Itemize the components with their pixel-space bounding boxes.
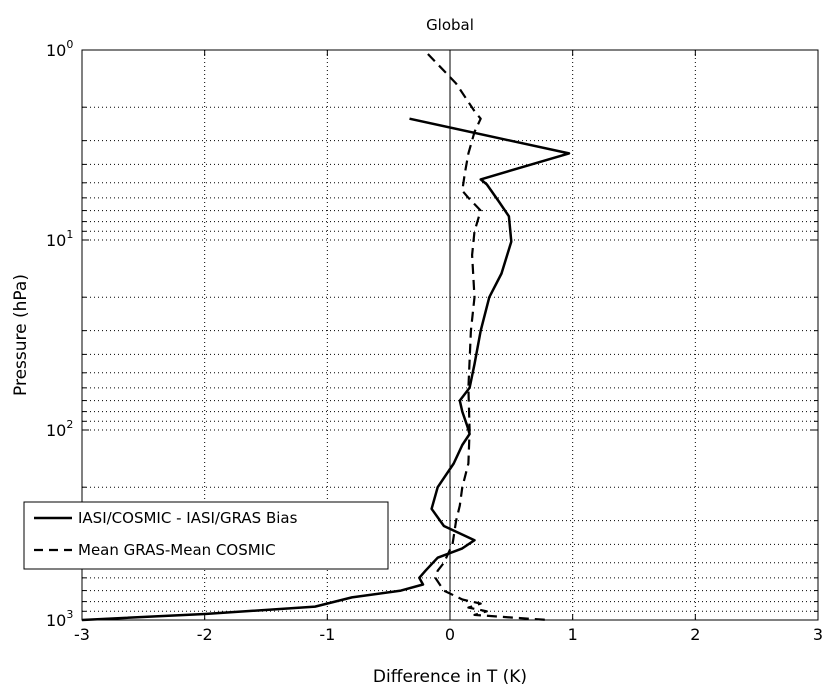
y-tick-label: 103 [46,608,73,630]
y-axis-label: Pressure (hPa) [11,274,31,396]
legend-label-mean-diff: Mean GRAS-Mean COSMIC [78,541,276,559]
x-tick-label: -3 [74,625,90,644]
x-tick-label: 3 [813,625,823,644]
y-tick-label: 101 [46,228,73,250]
x-axis-label: Difference in T (K) [373,667,527,687]
legend: IASI/COSMIC - IASI/GRAS Bias Mean GRAS-M… [23,501,389,570]
series-line-mean-diff [427,53,549,622]
x-tick-label: -2 [197,625,213,644]
x-tick-labels: -3 -2 -1 0 1 2 3 [74,625,823,644]
y-tick-labels: 100 101 102 103 [46,38,73,630]
legend-box [23,501,389,570]
x-tick-label: 0 [445,625,455,644]
x-tick-label: -1 [319,625,335,644]
y-tick-label: 102 [46,418,73,440]
y-tick-label: 100 [46,38,73,60]
x-tick-label: 1 [568,625,578,644]
series-layer [81,53,571,622]
x-tick-label: 2 [690,625,700,644]
chart-title: Global [426,16,474,34]
series-line-bias [81,117,571,622]
legend-label-bias: IASI/COSMIC - IASI/GRAS Bias [78,509,298,527]
